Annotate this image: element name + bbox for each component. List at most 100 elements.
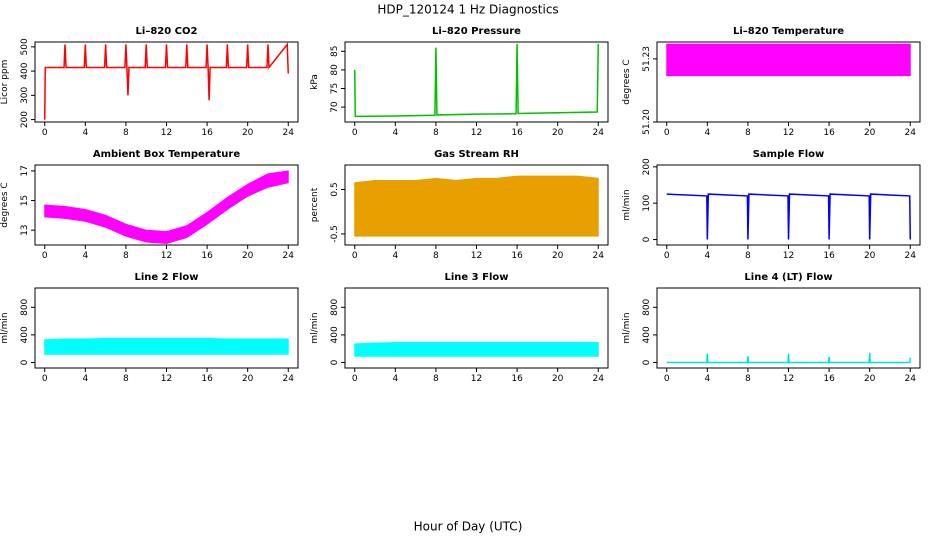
- panel-title: Line 2 Flow: [135, 272, 199, 283]
- x-tick-label: 20: [864, 251, 876, 261]
- x-tick-label: 4: [704, 374, 710, 384]
- y-tick-label: 51.23: [642, 46, 652, 72]
- y-tick-label: 51.20: [642, 109, 652, 135]
- y-tick-label: 100: [642, 194, 652, 211]
- x-tick-label: 16: [511, 251, 523, 261]
- x-tick-label: 8: [745, 128, 751, 138]
- x-tick-label: 8: [123, 251, 129, 261]
- x-tick-label: 16: [201, 128, 213, 138]
- x-tick-label: 8: [123, 374, 129, 384]
- y-tick-label: 0.5: [330, 182, 340, 196]
- x-tick-label: 4: [82, 251, 88, 261]
- x-tick-label: 4: [704, 128, 710, 138]
- y-tick-label: 800: [330, 298, 340, 315]
- panel-title: Gas Stream RH: [434, 149, 519, 160]
- x-tick-label: 20: [552, 374, 564, 384]
- data-band: [666, 43, 911, 77]
- x-tick-label: 20: [242, 251, 254, 261]
- y-tick-label: 200: [642, 158, 652, 175]
- y-tick-label: 80: [330, 64, 340, 76]
- x-tick-label: 24: [905, 374, 917, 384]
- page-title: HDP_120124 1 Hz Diagnostics: [377, 3, 558, 17]
- x-tick-label: 16: [201, 251, 213, 261]
- y-axis-label: Licor ppm: [0, 60, 10, 105]
- y-axis-label: ml/min: [622, 312, 632, 343]
- y-axis-label: degrees C: [622, 59, 632, 104]
- plot-frame: [656, 164, 921, 246]
- panel-title: Li–820 Pressure: [432, 26, 521, 37]
- x-tick-label: 4: [704, 251, 710, 261]
- data-band: [354, 341, 599, 357]
- y-tick-label: 15: [20, 195, 30, 206]
- x-tick-label: 8: [123, 128, 129, 138]
- y-tick-label: 400: [330, 326, 340, 343]
- x-tick-label: 4: [82, 128, 88, 138]
- x-tick-label: 8: [433, 128, 439, 138]
- x-tick-label: 12: [783, 128, 794, 138]
- x-tick-label: 0: [664, 374, 670, 384]
- y-tick-label: 0: [20, 359, 30, 365]
- y-tick-label: 300: [20, 86, 30, 103]
- x-tick-label: 0: [42, 128, 48, 138]
- x-tick-label: 0: [352, 251, 358, 261]
- y-tick-label: -0.5: [330, 225, 340, 243]
- y-axis-label: ml/min: [622, 189, 632, 220]
- y-axis-label: kPa: [310, 74, 320, 90]
- data-band: [44, 337, 289, 355]
- data-line: [666, 352, 912, 364]
- x-tick-label: 24: [905, 251, 917, 261]
- x-tick-label: 24: [593, 128, 605, 138]
- plot-frame: [34, 287, 299, 369]
- y-axis-label: percent: [310, 187, 320, 222]
- x-tick-label: 24: [593, 374, 605, 384]
- x-tick-label: 20: [552, 128, 564, 138]
- x-tick-label: 0: [42, 374, 48, 384]
- x-tick-label: 12: [161, 128, 172, 138]
- x-tick-label: 8: [745, 251, 751, 261]
- y-tick-label: 0: [330, 359, 340, 365]
- x-tick-label: 20: [552, 251, 564, 261]
- x-tick-label: 4: [392, 374, 398, 384]
- y-tick-label: 0: [642, 236, 652, 242]
- y-tick-label: 75: [330, 83, 340, 94]
- y-tick-label: 85: [330, 46, 340, 57]
- y-tick-label: 13: [20, 224, 30, 235]
- x-tick-label: 4: [82, 374, 88, 384]
- plot-frame: [344, 287, 609, 369]
- y-tick-label: 400: [20, 326, 30, 343]
- x-tick-label: 12: [471, 374, 482, 384]
- x-tick-label: 0: [352, 374, 358, 384]
- x-tick-label: 12: [783, 251, 794, 261]
- y-axis-label: ml/min: [0, 312, 10, 343]
- x-axis-label: Hour of Day (UTC): [414, 520, 523, 534]
- x-tick-label: 0: [664, 251, 670, 261]
- y-tick-label: 70: [330, 101, 340, 113]
- y-tick-label: 400: [642, 326, 652, 343]
- y-tick-label: 800: [20, 298, 30, 315]
- plot-frame: [344, 41, 609, 123]
- x-tick-label: 16: [511, 128, 523, 138]
- x-tick-label: 24: [593, 251, 605, 261]
- plot-frame: [344, 164, 609, 246]
- x-tick-label: 20: [864, 128, 876, 138]
- y-tick-label: 800: [642, 298, 652, 315]
- x-tick-label: 0: [42, 251, 48, 261]
- x-tick-label: 16: [511, 374, 523, 384]
- x-tick-label: 0: [352, 128, 358, 138]
- x-tick-label: 16: [201, 374, 213, 384]
- x-tick-label: 20: [242, 374, 254, 384]
- data-line: [353, 43, 600, 118]
- y-tick-label: 17: [20, 165, 30, 176]
- data-band: [44, 170, 289, 245]
- panel-title: Li–820 CO2: [136, 26, 198, 37]
- plot-frame: [656, 41, 921, 123]
- x-tick-label: 12: [161, 251, 172, 261]
- x-tick-label: 24: [283, 128, 295, 138]
- data-band: [354, 175, 599, 237]
- x-tick-label: 16: [823, 374, 835, 384]
- x-tick-label: 8: [433, 251, 439, 261]
- panel-title: Li–820 Temperature: [733, 26, 844, 37]
- x-tick-label: 12: [471, 128, 482, 138]
- x-tick-label: 12: [783, 374, 794, 384]
